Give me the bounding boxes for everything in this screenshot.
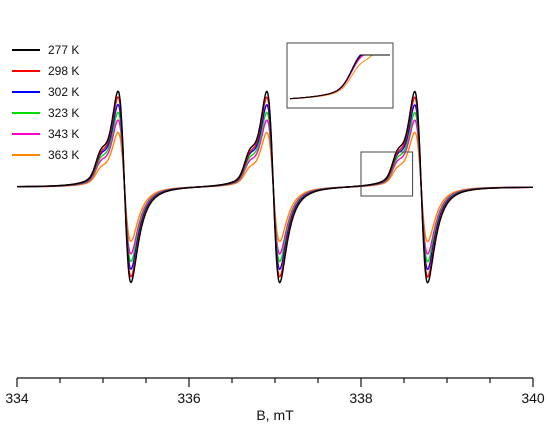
legend-label: 302 K <box>48 85 79 99</box>
zoom-region-box <box>360 151 414 197</box>
inset-series-line <box>290 54 390 100</box>
series-line-277k <box>17 90 533 284</box>
series-line-298k <box>17 96 533 278</box>
plot-lines <box>16 90 534 284</box>
legend-label: 277 K <box>48 43 79 57</box>
legend-label: 323 K <box>48 106 79 120</box>
legend: 277 K 298 K 302 K 323 K 343 K 363 K <box>12 43 79 162</box>
legend-label: 343 K <box>48 127 79 141</box>
legend-label: 363 K <box>48 148 79 162</box>
x-tick-label: 340 <box>521 390 545 406</box>
legend-label: 298 K <box>48 64 79 78</box>
zoom-region-rect <box>360 151 414 197</box>
inset-plot <box>286 42 394 109</box>
x-axis: 334 336 338 340 <box>5 377 545 406</box>
x-axis-title: B, mT <box>256 407 294 423</box>
x-tick-label: 334 <box>5 390 29 406</box>
x-tick-label: 338 <box>349 390 373 406</box>
x-tick-label: 336 <box>177 390 201 406</box>
